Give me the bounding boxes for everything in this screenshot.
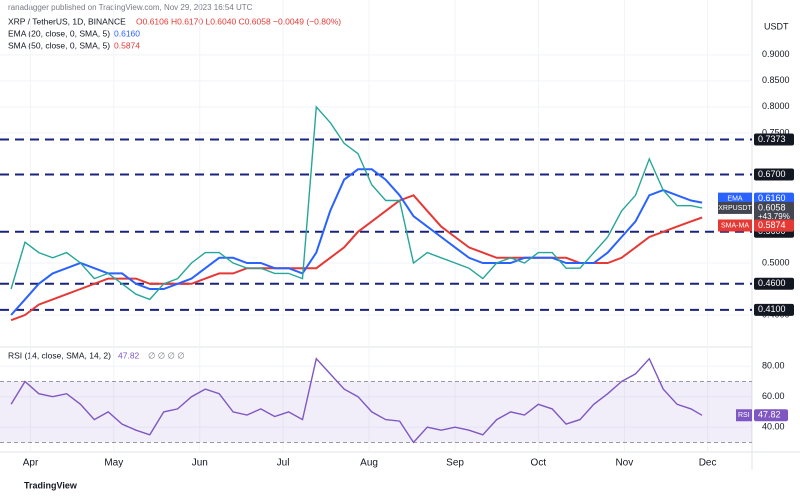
- sma-value: 0.5874: [114, 40, 140, 50]
- rsi-legend: RSI (14, close, SMA, 14, 2): [8, 350, 111, 360]
- axis-value: 0.5874: [758, 220, 786, 230]
- publisher: ranadagger published on TradingView.com,…: [8, 3, 253, 12]
- ema-legend: EMA (20, close, 0, SMA, 5): [8, 28, 110, 38]
- rsi-value-box: [754, 409, 788, 422]
- axis-tag-name: EMA: [727, 195, 743, 202]
- rsi-axis-value: 47.82: [758, 410, 781, 420]
- title: XRP / TetherUS, 1D, BINANCE: [8, 16, 126, 26]
- level-label-box: [754, 303, 794, 316]
- axis-value: 0.6058: [758, 202, 786, 212]
- y-tick-label: 0.8500: [762, 75, 790, 85]
- level-label-box: [754, 133, 794, 146]
- level-label: 0.4600: [758, 278, 786, 288]
- series-line: [10, 168, 703, 316]
- currency: USDT: [764, 21, 789, 31]
- axis-tag: [718, 201, 752, 214]
- rsi-tag: [736, 409, 752, 422]
- rsi-extra: ∅ ∅ ∅ ∅: [148, 350, 185, 360]
- x-tick-label: Sep: [446, 458, 464, 469]
- axis-tag-name: XRPUSDT: [718, 205, 752, 212]
- sma-legend: SMA (50, close, 0, SMA, 5): [8, 40, 110, 50]
- rsi-band: [0, 381, 752, 443]
- x-tick-label: Dec: [699, 458, 717, 469]
- axis-tag: [718, 219, 752, 232]
- series-line: [10, 357, 703, 444]
- rsi-tag-name: RSI: [738, 412, 750, 419]
- footer: TradingView: [24, 480, 78, 490]
- y-tick-label: 80.00: [762, 361, 785, 371]
- x-tick-label: Apr: [23, 458, 39, 469]
- x-tick-label: May: [104, 458, 123, 469]
- ohlc: O0.6106 H0.6170 L0.6040 C0.6058 −0.0049 …: [136, 16, 341, 26]
- x-tick-label: Nov: [615, 458, 633, 469]
- axis-tag: [718, 192, 752, 205]
- axis-change: +43.79%: [758, 212, 790, 221]
- series-line: [10, 105, 703, 301]
- x-tick-label: Jul: [277, 458, 290, 469]
- rsi-value: 47.82: [118, 350, 140, 360]
- y-tick-label: 0.5000: [762, 257, 790, 267]
- axis-value-box: [754, 192, 794, 205]
- y-tick-label: 60.00: [762, 391, 785, 401]
- x-tick-label: Aug: [360, 458, 378, 469]
- y-tick-label: 0.9000: [762, 49, 790, 59]
- level-label: 0.4100: [758, 304, 786, 314]
- y-tick-label: 40.00: [762, 422, 785, 432]
- y-tick-label: 0.8000: [762, 101, 790, 111]
- axis-value: 0.6160: [758, 193, 786, 203]
- level-label: 0.7373: [758, 134, 786, 144]
- x-tick-label: Jun: [192, 458, 208, 469]
- y-tick-label: 0.7500: [762, 127, 790, 137]
- level-label-box: [754, 277, 794, 290]
- axis-tag-name: SMA-MA: [721, 222, 749, 229]
- ema-value: 0.6160: [114, 28, 140, 38]
- level-label-box: [754, 168, 794, 181]
- axis-value-box: [754, 219, 794, 232]
- level-label: 0.6700: [758, 169, 786, 179]
- x-tick-label: Oct: [531, 458, 547, 469]
